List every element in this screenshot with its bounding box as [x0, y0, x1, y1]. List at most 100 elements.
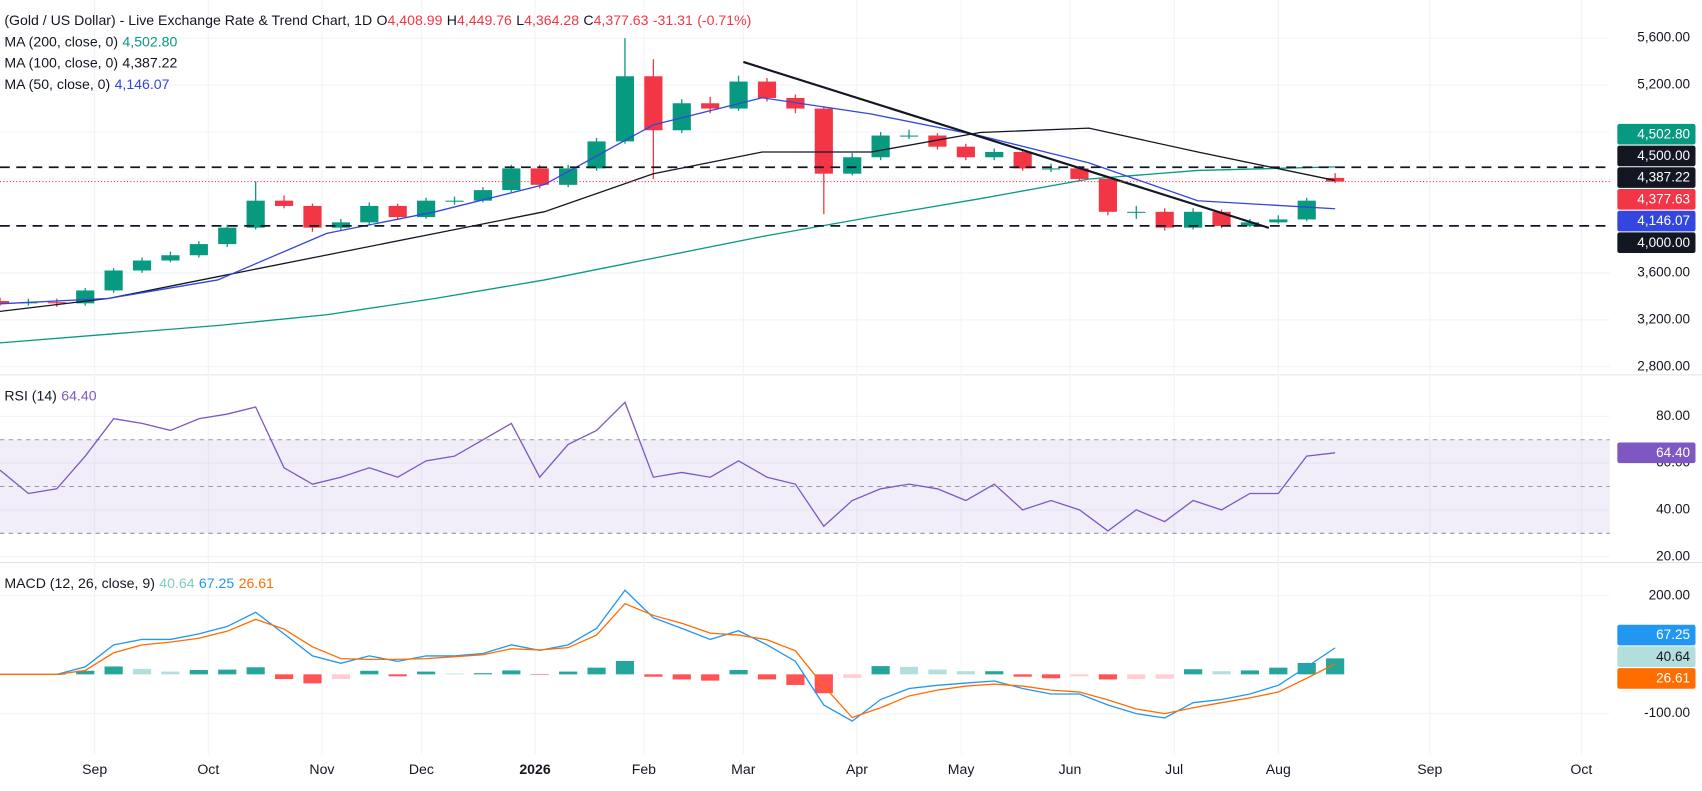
legend-row: MA (50, close, 0) 4,146.07: [4, 73, 755, 94]
ohlc-key: L: [516, 11, 525, 29]
ohlc-key: H: [446, 11, 457, 29]
legend-name: MACD (12, 26, close, 9): [4, 575, 155, 592]
histogram-bar: [1098, 674, 1117, 680]
x-tick-label: Sep: [1417, 761, 1442, 777]
price-badge-label: 4,502.80: [1637, 126, 1690, 141]
price-badge-label: 4,146.07: [1637, 213, 1690, 228]
x-tick-label: Oct: [1570, 761, 1592, 777]
ohlc-key: O: [376, 11, 388, 29]
legend-value: 4,387.22: [122, 54, 178, 71]
histogram-bar: [928, 669, 947, 675]
histogram-bar: [189, 670, 208, 675]
histogram-bar: [360, 670, 379, 675]
candle-body: [1098, 178, 1117, 212]
y-tick-label: 40.00: [1656, 501, 1690, 516]
candle-body: [530, 168, 549, 185]
candle-body: [218, 227, 237, 245]
legend-value: 26.61: [238, 575, 274, 592]
price-badge: [1617, 624, 1696, 646]
y-tick-label: 5,200.00: [1637, 77, 1690, 92]
histogram-bar: [303, 674, 322, 684]
ohlc-value: 4,364.28: [524, 11, 580, 29]
histogram-bar: [132, 668, 152, 675]
histogram-bar: [76, 670, 95, 675]
price-badge-label: 40.64: [1656, 649, 1690, 664]
candle-body: [1326, 177, 1345, 182]
price-badge-label: 4,500.00: [1637, 148, 1690, 163]
price-badge: [1617, 145, 1696, 167]
histogram-bar: [956, 671, 975, 675]
price-badge: [1617, 646, 1696, 668]
rsi-line: [0, 401, 1336, 532]
candle-body: [729, 81, 748, 109]
histogram-bar: [729, 670, 748, 675]
price-legend: (Gold / US Dollar) - Live Exchange Rate …: [4, 10, 755, 95]
candle-body: [303, 205, 322, 228]
legend-name: MA (50, close, 0): [4, 75, 111, 92]
candle-body: [1269, 219, 1288, 223]
candle-body: [559, 168, 578, 185]
candle-body: [161, 255, 180, 261]
price-badge: [1617, 189, 1696, 210]
histogram-bar: [1013, 674, 1032, 677]
x-tick-label: Jun: [1059, 761, 1082, 777]
candle-body: [587, 141, 606, 169]
candle-body: [899, 135, 919, 137]
histogram-bar: [814, 674, 833, 694]
y-tick-label: 200.00: [1649, 587, 1690, 602]
histogram-bar: [1240, 670, 1260, 675]
change: -31.31: [652, 11, 693, 29]
candle-body: [189, 244, 208, 256]
histogram-bar: [871, 666, 890, 675]
candle-body: [274, 200, 294, 206]
histogram-bar: [1212, 671, 1231, 675]
price-badge-label: 4,000.00: [1637, 235, 1690, 250]
candle-body: [388, 205, 407, 218]
candle-body: [672, 103, 691, 131]
histogram-bar: [843, 674, 862, 678]
x-tick-label: Sep: [82, 761, 107, 777]
histogram-bar: [1155, 674, 1174, 679]
y-tick-label: -100.00: [1644, 705, 1690, 720]
histogram-bar: [274, 674, 294, 680]
candle-body: [644, 76, 663, 131]
histogram-bar: [1326, 658, 1345, 675]
histogram-bar: [530, 674, 549, 675]
histogram-bar: [644, 674, 663, 677]
histogram-bar: [1297, 662, 1316, 675]
candle-body: [1155, 211, 1174, 228]
histogram-bar: [417, 671, 436, 675]
histogram-bar: [1070, 674, 1089, 677]
macd-line: [0, 602, 1336, 719]
x-tick-label: Oct: [197, 761, 219, 777]
legend-row: MA (100, close, 0) 4,387.22: [4, 52, 755, 73]
x-tick-label: Feb: [632, 761, 656, 777]
y-tick-label: 80.00: [1656, 408, 1690, 423]
trendline: [742, 60, 1270, 229]
ohlc-value: 4,377.63: [593, 11, 649, 29]
histogram-bar: [502, 670, 521, 675]
candle-body: [956, 146, 975, 158]
legend-row: MA (200, close, 0) 4,502.80: [4, 31, 755, 52]
price-badge: [1617, 210, 1696, 232]
histogram-bar: [1269, 667, 1288, 675]
candle-body: [502, 168, 521, 191]
candle-body: [701, 103, 720, 109]
candle-body: [615, 76, 635, 142]
histogram-bar: [899, 666, 919, 675]
x-tick-label: Nov: [309, 761, 334, 777]
legend-name: RSI (14): [4, 387, 57, 404]
price-badge-label: 26.61: [1656, 671, 1690, 686]
candle-body: [843, 157, 862, 174]
legend-value: 4,146.07: [114, 75, 170, 92]
histogram-bar: [559, 671, 578, 675]
moving-average-line: [0, 97, 1336, 305]
histogram-bar: [445, 673, 464, 675]
candle-body: [445, 200, 464, 202]
candle-body: [0, 300, 10, 304]
histogram-bar: [786, 674, 805, 685]
macd-legend: MACD (12, 26, close, 9) 40.64 67.25 26.61: [4, 573, 278, 594]
x-tick-label: Apr: [846, 761, 868, 777]
